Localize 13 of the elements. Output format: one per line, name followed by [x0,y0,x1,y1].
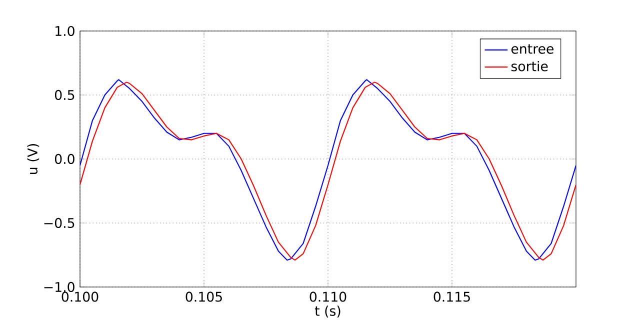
x-tick-label: 0.105 [186,292,222,302]
x-tick-label: 0.110 [310,292,346,302]
x-axis-title: t (s) [314,306,340,318]
x-tick-label: 0.115 [434,292,470,302]
y-tick-label: −0.5 [44,218,74,228]
y-tick-label: 0.5 [54,90,74,100]
y-tick-label: 0.0 [54,154,74,164]
y-tick-label: 1.0 [56,26,74,36]
legend-label: entree [511,44,554,54]
y-axis-title: u (V) [27,144,40,174]
legend-label: sortie [511,60,548,72]
x-tick-label: 0.100 [62,292,98,302]
y-tick-label: −1.0 [44,282,74,292]
